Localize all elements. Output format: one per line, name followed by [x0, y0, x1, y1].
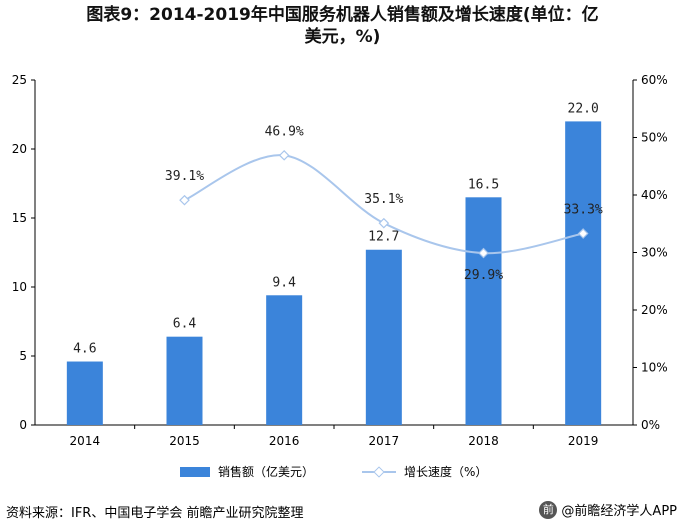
bar-2017 — [365, 249, 402, 425]
right-tick-label: 40% — [641, 188, 668, 202]
right-tick-label: 0% — [641, 418, 660, 432]
bar-value-label: 6.4 — [173, 317, 197, 332]
bar-2019 — [565, 121, 602, 426]
bar-value-label: 22.0 — [568, 101, 599, 116]
legend-bar-swatch — [180, 466, 210, 477]
source-text: 资料来源：IFR、中国电子学会 前瞻产业研究院整理 — [6, 506, 304, 521]
right-tick-label: 30% — [641, 246, 668, 260]
legend-bar-label: 销售额（亿美元） — [218, 465, 315, 479]
bar-2014 — [66, 361, 103, 425]
x-tick-label: 2016 — [269, 434, 300, 448]
brand-label: @前瞻经济学人APP — [561, 504, 677, 519]
growth-marker-2017 — [378, 217, 390, 229]
legend-line-swatch — [362, 466, 396, 478]
growth-marker-2015 — [179, 194, 190, 206]
footer: 资料来源：IFR、中国电子学会 前瞻产业研究院整理 前 @前瞻经济学人APP — [0, 496, 685, 526]
brand-logo-icon: 前 — [539, 500, 558, 519]
legend-item-sales: 销售额（亿美元） — [180, 463, 314, 480]
x-tick-label: 2017 — [369, 434, 400, 448]
left-tick-label: 0 — [19, 418, 27, 432]
bar-value-label: 12.7 — [368, 230, 399, 245]
bar-value-label: 4.6 — [73, 342, 96, 357]
x-tick-label: 2018 — [468, 434, 499, 448]
legend-line-label: 增长速度（%） — [404, 465, 488, 479]
x-tick-label: 2019 — [568, 434, 599, 448]
bar-2015 — [166, 336, 203, 425]
left-tick-label: 5 — [19, 349, 27, 363]
x-tick-label: 2015 — [169, 434, 200, 448]
growth-marker-2016 — [278, 149, 290, 161]
legend-item-growth: 增长速度（%） — [362, 463, 487, 480]
bar-value-label: 16.5 — [468, 177, 499, 192]
right-tick-label: 10% — [641, 361, 668, 375]
growth-value-label: 35.1% — [364, 192, 403, 207]
growth-value-label: 39.1% — [165, 169, 204, 184]
brand: 前 @前瞻经济学人APP — [539, 500, 677, 519]
chart-title-line2: 美元，%) — [304, 27, 381, 47]
growth-value-label: 29.9% — [464, 268, 503, 283]
left-tick-label: 15 — [12, 211, 27, 225]
chart-title: 图表9：2014-2019年中国服务机器人销售额及增长速度(单位：亿 美元，%) — [0, 4, 685, 48]
bar-value-label: 9.4 — [272, 275, 296, 290]
bar-2018 — [465, 197, 502, 425]
chart-title-line1: 图表9：2014-2019年中国服务机器人销售额及增长速度(单位：亿 — [86, 5, 599, 25]
legend: 销售额（亿美元） 增长速度（%） — [0, 463, 685, 483]
growth-value-label: 33.3% — [564, 203, 603, 218]
growth-marker-2019 — [577, 228, 589, 239]
bar-2016 — [266, 295, 303, 425]
chart: 0 5 10 15 20 25 0% 10% 20% 30% 40% 50% 60% 2014 2015 20… — [12, 73, 668, 448]
right-tick-label: 50% — [641, 131, 668, 145]
left-tick-label: 20 — [12, 142, 27, 156]
left-tick-label: 10 — [12, 280, 27, 294]
right-tick-label: 20% — [641, 303, 668, 317]
right-tick-label: 60% — [641, 73, 668, 87]
left-tick-label: 25 — [12, 73, 27, 87]
growth-value-label: 46.9% — [265, 124, 304, 139]
growth-marker-2018 — [478, 247, 489, 259]
x-tick-label: 2014 — [70, 434, 101, 448]
